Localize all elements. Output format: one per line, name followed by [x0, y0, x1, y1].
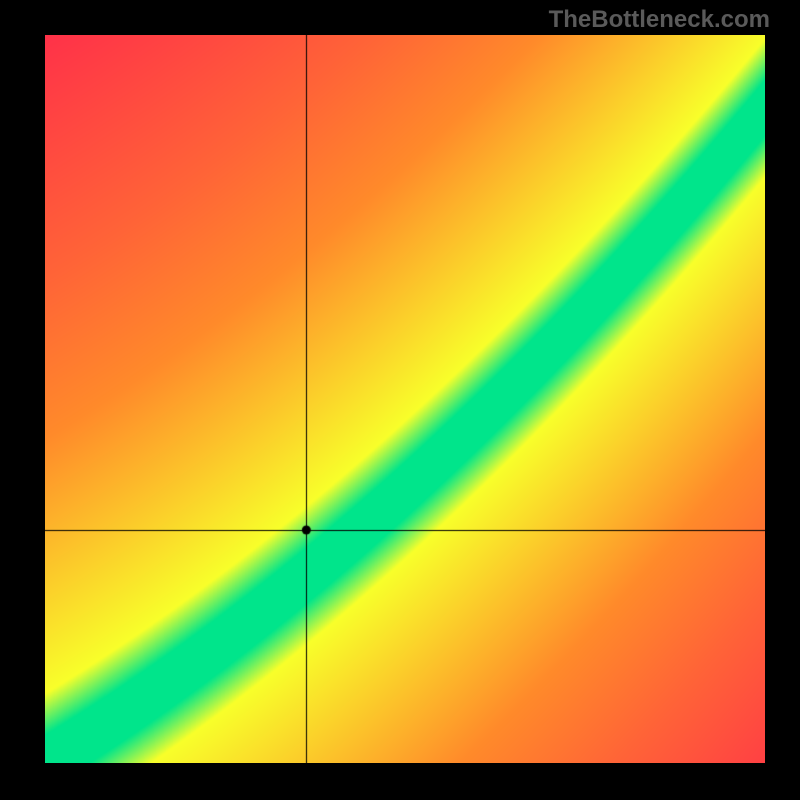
watermark-text: TheBottleneck.com [549, 6, 770, 34]
heatmap-plot [45, 35, 765, 763]
